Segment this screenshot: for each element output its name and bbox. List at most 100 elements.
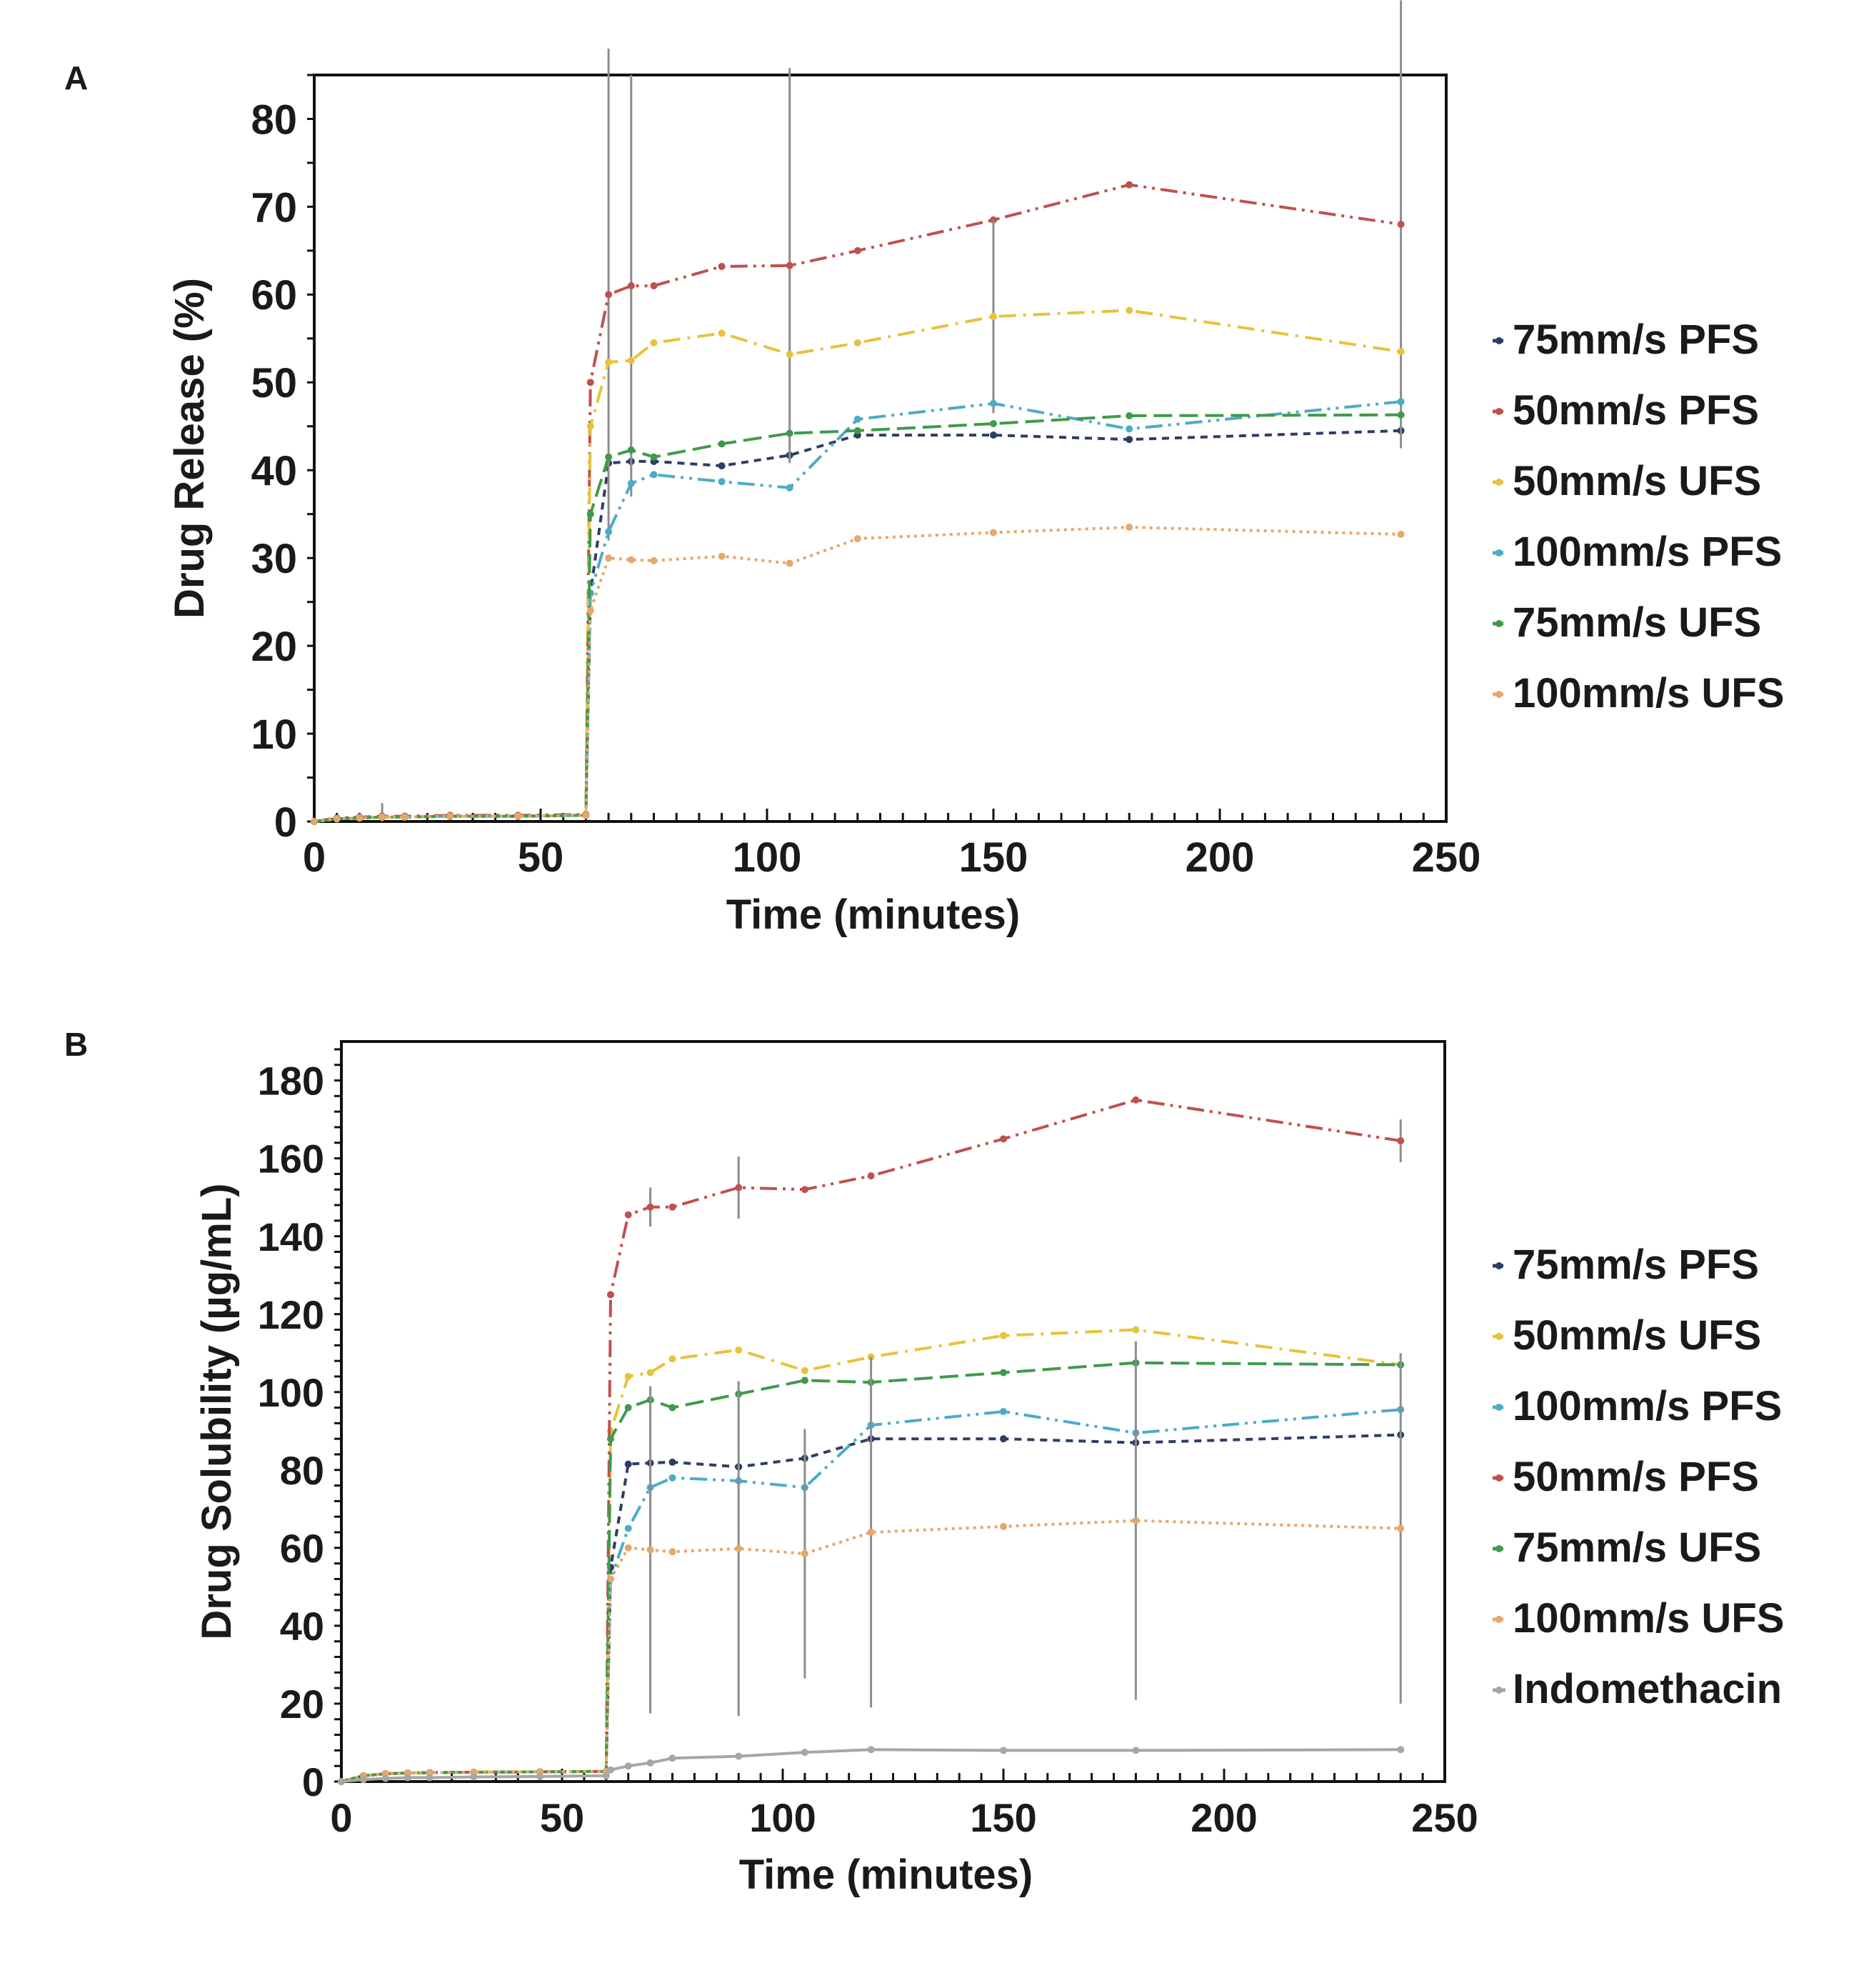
data-point <box>650 453 658 461</box>
data-point <box>586 422 594 430</box>
data-point <box>646 1759 654 1767</box>
panel-a-chart: A 0 10 20 30 40 50 60 70 80 0 50 100 150 200 250 Time (m… <box>64 0 1784 938</box>
data-point <box>606 1291 614 1299</box>
y-tick-label: 80 <box>251 96 297 143</box>
legend-marker <box>1495 1333 1503 1340</box>
legend-marker <box>1495 549 1503 556</box>
data-point <box>606 1435 614 1443</box>
series-line <box>314 413 1401 823</box>
y-tick-label: 180 <box>258 1059 324 1104</box>
data-point <box>735 1752 743 1760</box>
data-point <box>735 1544 743 1552</box>
data-point <box>1126 181 1133 189</box>
legend-marker <box>1495 1474 1503 1482</box>
data-point <box>735 1184 743 1192</box>
data-point <box>333 815 341 823</box>
legend-marker <box>1495 408 1503 415</box>
y-tick-label: 0 <box>274 799 297 846</box>
panel-label: A <box>64 59 88 96</box>
legend-marker <box>1495 337 1503 344</box>
data-point <box>536 1772 544 1780</box>
y-tick-label: 20 <box>280 1682 324 1727</box>
data-point <box>1397 1137 1405 1145</box>
y-tick-label: 70 <box>251 184 297 231</box>
data-point <box>605 291 613 299</box>
series-1 <box>311 0 1405 825</box>
series-2 <box>311 219 1405 825</box>
panel-b-chart: B 0 20 40 60 80 100 120 140 160 180 0 50 100 150 200 250… <box>64 1026 1784 1898</box>
legend-marker <box>1495 1262 1503 1269</box>
data-point <box>801 1377 808 1384</box>
legend-label: Indomethacin <box>1513 1666 1782 1712</box>
y-tick-label: 60 <box>251 272 297 319</box>
data-point <box>718 329 726 337</box>
data-point <box>1397 1746 1405 1754</box>
data-point <box>605 554 613 562</box>
series-line <box>314 526 1401 823</box>
data-point <box>624 1372 632 1380</box>
legend-label: 75mm/s PFS <box>1513 1242 1759 1288</box>
data-point <box>1397 221 1405 228</box>
x-tick-label: 250 <box>1411 1795 1478 1840</box>
legend-label: 100mm/s UFS <box>1513 670 1784 716</box>
data-point <box>586 379 594 386</box>
legend: 75mm/s PFS 50mm/s UFS 100mm/s PFS 50mm/s PF… <box>1493 1242 1784 1712</box>
data-point <box>650 282 658 290</box>
y-tick-label: 120 <box>258 1292 324 1337</box>
data-point <box>1126 436 1133 444</box>
data-point <box>853 246 861 254</box>
legend-label: 100mm/s PFS <box>1513 1383 1782 1429</box>
data-point <box>867 1529 875 1537</box>
legend-marker <box>1495 691 1503 698</box>
x-tick-label: 100 <box>749 1795 816 1840</box>
data-point <box>801 1367 808 1374</box>
data-point <box>514 812 522 820</box>
data-point <box>1000 1522 1007 1530</box>
data-point <box>311 818 318 825</box>
data-point <box>646 1203 654 1211</box>
data-point <box>668 1355 676 1363</box>
legend-label: 75mm/s UFS <box>1513 1524 1761 1571</box>
data-point <box>1397 411 1405 419</box>
data-point <box>990 431 997 439</box>
data-point <box>1126 425 1133 433</box>
data-point <box>1000 1369 1007 1377</box>
y-tick-label: 10 <box>251 711 297 758</box>
x-tick-label: 200 <box>1191 1795 1257 1840</box>
data-point <box>606 1575 614 1583</box>
x-tick-label: 150 <box>959 834 1028 881</box>
data-point <box>668 1548 676 1556</box>
data-point <box>668 1404 676 1412</box>
series-line <box>314 309 1401 823</box>
data-point <box>446 812 454 820</box>
data-point <box>1000 1135 1007 1143</box>
series-5 <box>338 1341 1405 1785</box>
series-line <box>341 1328 1401 1783</box>
data-point <box>356 814 364 822</box>
y-tick-label: 30 <box>251 536 297 582</box>
y-axis-title: Drug Solubility (µg/mL) <box>194 1183 240 1639</box>
data-point <box>379 813 386 821</box>
data-point <box>381 1774 389 1782</box>
series-3 <box>311 398 1405 825</box>
data-point <box>624 1404 632 1412</box>
x-tick-label: 150 <box>970 1795 1036 1840</box>
x-tick-label: 0 <box>303 834 326 881</box>
plot-frame <box>313 74 1448 823</box>
data-point <box>624 1544 632 1552</box>
legend-label: 100mm/s UFS <box>1513 1595 1784 1642</box>
data-point <box>786 484 793 491</box>
data-point <box>1132 1326 1140 1334</box>
data-point <box>867 1746 875 1754</box>
data-point <box>624 1762 632 1770</box>
data-point <box>990 313 997 321</box>
data-point <box>404 1774 411 1782</box>
legend-label: 50mm/s UFS <box>1513 458 1761 504</box>
series-0 <box>311 426 1405 825</box>
x-tick-label: 50 <box>540 1795 584 1840</box>
legend-label: 75mm/s PFS <box>1513 316 1759 363</box>
series-5 <box>311 524 1405 825</box>
data-point <box>426 1774 434 1782</box>
data-point <box>1397 1524 1405 1532</box>
